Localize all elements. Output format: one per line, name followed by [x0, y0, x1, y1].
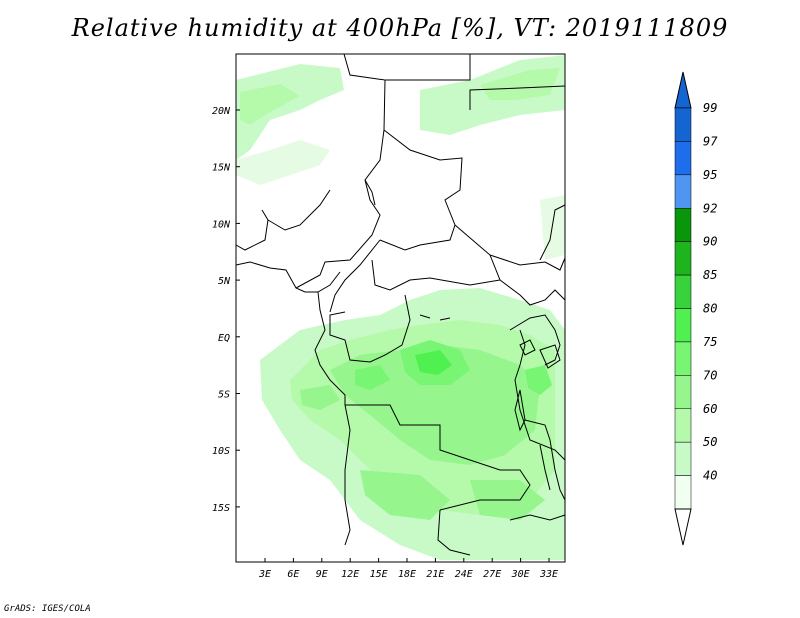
colorbar-swatch [674, 208, 692, 242]
lon-tick-label: 33E [539, 569, 558, 580]
colorbar-label: 75 [703, 335, 717, 349]
lat-tick-label: 20N [212, 106, 231, 117]
lon-tick-label: 21E [426, 569, 444, 580]
lon-tick-label: 3E [258, 569, 271, 580]
colorbar-label: 97 [703, 134, 718, 148]
colorbar-label: 50 [703, 435, 717, 449]
colorbar-label: 40 [703, 469, 717, 483]
colorbar-swatch [674, 174, 692, 209]
lon-tick-label: 15E [370, 569, 388, 580]
lon-tick-label: 9E [316, 569, 328, 580]
grads-credit: GrADS: IGES/COLA [4, 604, 91, 614]
lat-tick-label: 15S [212, 503, 230, 514]
colorbar-label: 85 [703, 268, 717, 282]
lat-tick-label: 10S [212, 446, 230, 457]
country-borders [235, 53, 566, 556]
colorbar-swatch [674, 441, 692, 476]
map-frame [235, 53, 566, 563]
colorbar-label: 70 [703, 368, 717, 382]
lon-tick-label: 18E [398, 569, 416, 580]
lakes [419, 314, 561, 491]
lat-tick-label: 5S [218, 390, 230, 401]
lon-tick-label: 6E [287, 569, 299, 580]
lat-tick-label: EQ [218, 333, 230, 344]
colorbar-label: 60 [703, 402, 717, 416]
colorbar-swatch [674, 141, 692, 176]
lat-tick-label: 15N [212, 163, 231, 174]
colorbar-swatch [674, 274, 692, 309]
lon-tick-label: 27E [483, 569, 501, 580]
lon-tick-label: 24E [455, 569, 473, 580]
colorbar-legend: 99 97 95 92 90 85 80 75 70 60 50 40 [674, 71, 718, 546]
colorbar-upper-extend [674, 71, 692, 109]
colorbar-label: 95 [703, 168, 717, 182]
colorbar-label: 99 [703, 101, 717, 115]
colorbar-label: 80 [703, 302, 717, 316]
lon-tick-label: 12E [341, 569, 359, 580]
colorbar-swatch [674, 308, 692, 343]
lat-tick-label: 10N [212, 219, 231, 230]
colorbar-swatch [674, 341, 692, 376]
latitude-axis: 20N 15N 10N 5N EQ 5S 10S 15S [212, 106, 240, 514]
longitude-axis: 3E 6E 9E 12E 15E 18E 21E 24E 27E 30E 33E [258, 558, 558, 580]
colorbar-swatch [674, 475, 692, 510]
colorbar-lower-extend [674, 508, 692, 546]
colorbar-swatch [674, 241, 692, 276]
map-title: Relative humidity at 400hPa [%], VT: 201… [71, 14, 729, 42]
colorbar-swatch [674, 375, 692, 410]
colorbar-swatch [674, 408, 692, 443]
humidity-shading [236, 55, 565, 560]
lon-tick-label: 30E [511, 569, 530, 580]
lat-tick-label: 5N [218, 276, 231, 287]
colorbar-label: 90 [703, 235, 717, 249]
colorbar-label: 92 [703, 201, 717, 215]
colorbar-swatch [674, 107, 692, 142]
